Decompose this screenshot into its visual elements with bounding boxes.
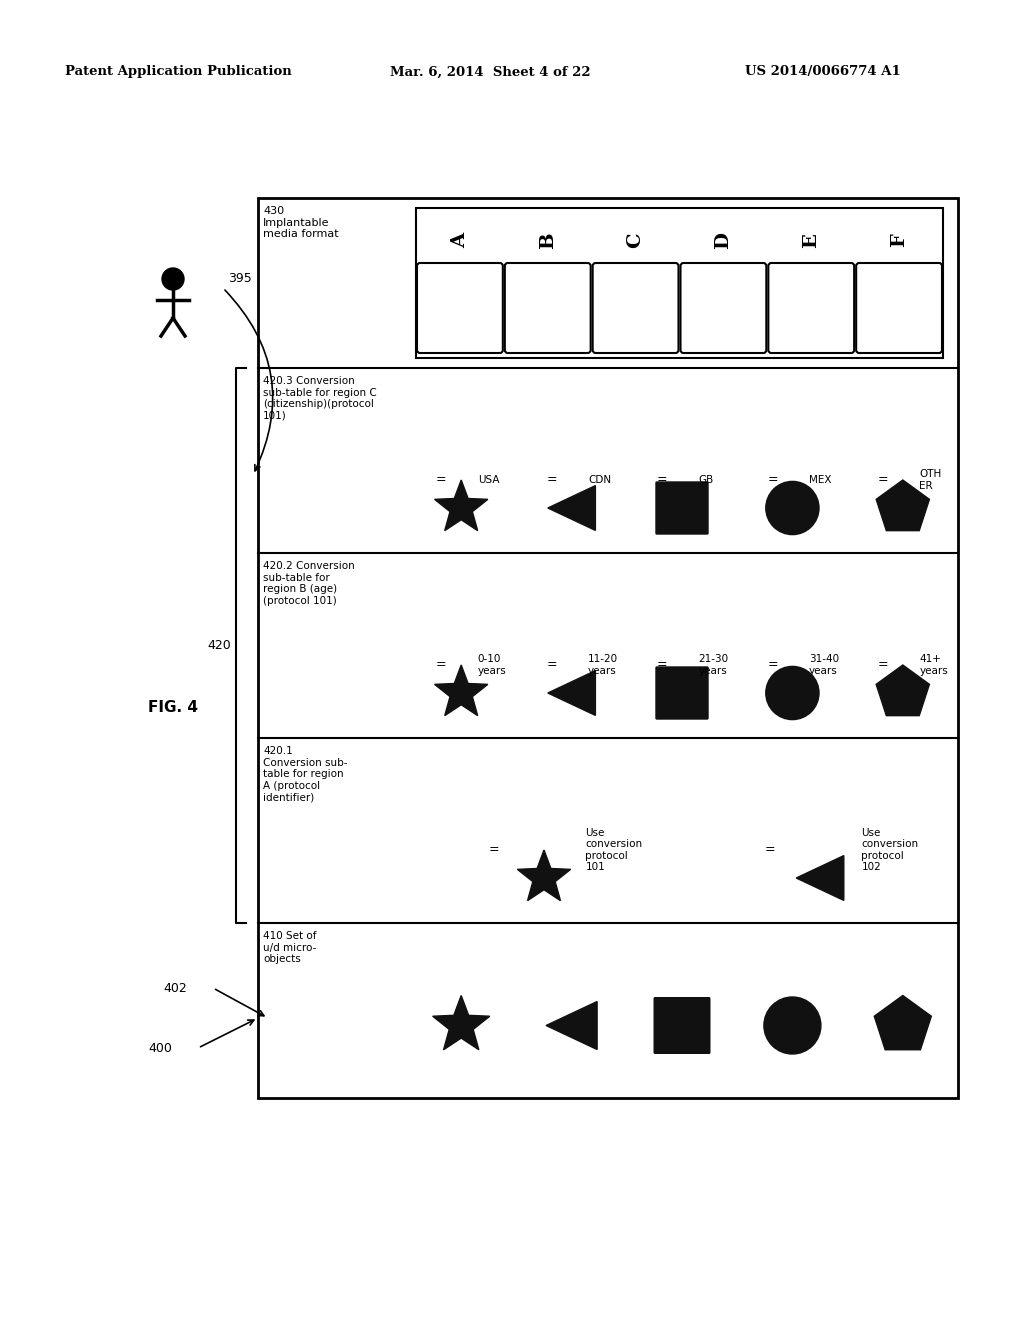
Text: FIG. 4: FIG. 4 [148,701,198,715]
Circle shape [764,997,821,1053]
Text: D: D [715,232,732,249]
Text: 420: 420 [207,639,231,652]
Polygon shape [546,1002,597,1049]
Text: =: = [656,474,668,487]
Text: 395: 395 [228,272,252,285]
Text: A: A [451,232,469,248]
Text: Patent Application Publication: Patent Application Publication [65,66,292,78]
Polygon shape [548,486,595,531]
Text: =: = [767,474,778,487]
Text: 420.1
Conversion sub-
table for region
A (protocol
identifier): 420.1 Conversion sub- table for region A… [263,746,347,803]
Text: MEX: MEX [809,475,831,484]
Circle shape [766,482,819,535]
Text: =: = [547,659,557,672]
FancyBboxPatch shape [593,263,679,352]
Text: 41+
years: 41+ years [920,655,948,676]
Text: =: = [547,474,557,487]
Text: US 2014/0066774 A1: US 2014/0066774 A1 [745,66,901,78]
FancyBboxPatch shape [417,263,503,352]
Text: =: = [767,659,778,672]
Text: Use
conversion
protocol
102: Use conversion protocol 102 [861,828,919,873]
Text: =: = [489,843,500,857]
Text: 420.2 Conversion
sub-table for
region B (age)
(protocol 101): 420.2 Conversion sub-table for region B … [263,561,354,606]
Polygon shape [548,671,595,715]
Text: =: = [436,474,446,487]
Polygon shape [877,665,930,715]
Text: =: = [878,474,888,487]
Text: =: = [878,659,888,672]
Polygon shape [434,480,487,531]
Text: GB: GB [698,475,714,484]
FancyBboxPatch shape [416,209,943,358]
FancyBboxPatch shape [768,263,854,352]
Text: 420.3 Conversion
sub-table for region C
(citizenship)(protocol
101): 420.3 Conversion sub-table for region C … [263,376,377,421]
FancyBboxPatch shape [681,263,766,352]
Circle shape [162,268,184,290]
Polygon shape [877,480,930,531]
Text: =: = [765,843,775,857]
FancyBboxPatch shape [258,198,958,1098]
Polygon shape [874,995,932,1049]
FancyBboxPatch shape [653,997,711,1053]
Text: C: C [627,232,644,248]
Polygon shape [434,665,487,715]
FancyBboxPatch shape [655,667,709,719]
Text: B: B [539,232,557,248]
Text: =: = [656,659,668,672]
Text: OTH
ER: OTH ER [920,469,942,491]
Text: 430
Implantable
media format: 430 Implantable media format [263,206,339,239]
Text: 400: 400 [148,1041,172,1055]
Polygon shape [797,855,844,900]
Text: =: = [436,659,446,672]
Polygon shape [433,995,489,1049]
Text: USA: USA [478,475,500,484]
FancyBboxPatch shape [655,482,709,535]
FancyBboxPatch shape [856,263,942,352]
Text: 21-30
years: 21-30 years [698,655,729,676]
Text: Use
conversion
protocol
101: Use conversion protocol 101 [586,828,642,873]
Text: F: F [890,234,908,247]
Text: Mar. 6, 2014  Sheet 4 of 22: Mar. 6, 2014 Sheet 4 of 22 [390,66,591,78]
Circle shape [766,667,819,719]
FancyBboxPatch shape [505,263,591,352]
Text: 31-40
years: 31-40 years [809,655,839,676]
Text: CDN: CDN [588,475,611,484]
Text: 402: 402 [163,982,186,994]
Text: E: E [802,234,820,248]
Polygon shape [517,850,570,900]
Text: 0-10
years: 0-10 years [478,655,507,676]
Text: 410 Set of
u/d micro-
objects: 410 Set of u/d micro- objects [263,931,316,964]
Text: 11-20
years: 11-20 years [588,655,618,676]
